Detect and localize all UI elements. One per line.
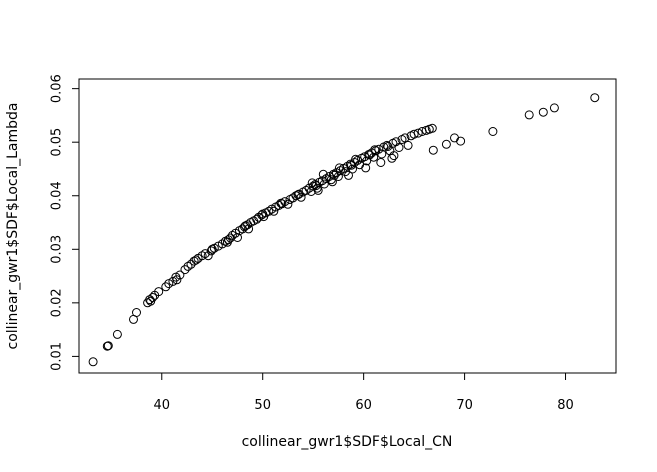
data-point-137 [387, 153, 397, 163]
data-point-2 [103, 341, 113, 351]
x-tick-label-1: 50 [254, 398, 271, 413]
data-point-126 [293, 190, 303, 200]
data-point-9 [148, 293, 158, 302]
data-point-26 [206, 246, 216, 256]
x-tick-label-0: 40 [153, 398, 170, 413]
data-point-88 [362, 156, 372, 166]
data-point-100 [394, 143, 404, 152]
y-axis: 0.01 0.02 0.03 0.04 0.05 0.06 [50, 74, 79, 371]
data-point-29 [217, 239, 227, 249]
y-tick-label-3: 0.04 [50, 181, 65, 210]
data-point-40 [244, 224, 254, 234]
data-point-3 [112, 329, 122, 339]
data-point-55 [283, 199, 293, 209]
x-axis: 40 50 60 70 80 [153, 373, 574, 413]
data-point-93 [374, 144, 384, 154]
data-point-53 [277, 199, 287, 209]
data-point-139 [376, 158, 386, 167]
data-point-102 [400, 133, 410, 143]
data-point-114 [456, 136, 466, 146]
data-point-81 [346, 159, 355, 169]
data-point-110 [427, 123, 437, 133]
data-point-142 [327, 177, 337, 187]
data-point-129 [347, 160, 356, 170]
data-point-131 [383, 142, 393, 151]
data-point-116 [524, 110, 534, 120]
data-point-16 [172, 275, 182, 285]
data-point-130 [365, 150, 375, 160]
x-tick-label-2: 60 [355, 398, 372, 413]
data-point-18 [180, 265, 190, 275]
data-point-118 [549, 103, 559, 113]
data-point-125 [276, 198, 286, 208]
data-point-123 [241, 221, 251, 231]
x-tick-label-4: 80 [557, 398, 574, 413]
y-tick-label-5: 0.06 [50, 74, 65, 103]
data-point-136 [370, 145, 380, 155]
data-point-35 [233, 233, 242, 242]
y-axis-label: collinear_gwr1$SDF$Local_Lambda [5, 103, 21, 350]
y-tick-label-1: 0.02 [50, 288, 65, 317]
data-point-112 [441, 139, 451, 149]
y-tick-label-0: 0.01 [50, 342, 65, 371]
data-point-105 [409, 129, 419, 139]
data-point-48 [264, 206, 274, 216]
data-point-19 [183, 261, 193, 271]
data-point-99 [391, 137, 401, 147]
data-point-135 [351, 154, 361, 164]
data-point-17 [175, 270, 185, 280]
data-point-113 [450, 133, 459, 143]
data-point-143 [313, 185, 323, 195]
data-point-82 [348, 164, 357, 174]
data-point-24 [200, 249, 210, 259]
data-point-128 [329, 170, 339, 180]
y-tick-label-2: 0.03 [50, 235, 65, 264]
data-point-106 [413, 128, 423, 138]
data-point-96 [382, 140, 392, 150]
data-point-90 [367, 148, 377, 158]
data-point-50 [269, 206, 279, 216]
data-point-25 [203, 251, 213, 261]
data-point-117 [538, 107, 548, 117]
data-point-23 [197, 251, 207, 261]
data-point-121 [207, 244, 217, 254]
data-point-134 [334, 163, 344, 173]
data-point-0 [88, 357, 98, 367]
data-point-60 [296, 192, 306, 202]
x-tick-label-3: 70 [456, 398, 473, 413]
y-tick-label-4: 0.05 [50, 128, 65, 157]
x-axis-label: collinear_gwr1$SDF$Local_CN [242, 434, 453, 450]
data-point-140 [361, 163, 371, 173]
data-point-76 [333, 172, 343, 181]
data-point-5 [132, 308, 141, 317]
data-point-38 [240, 222, 249, 232]
data-point-103 [403, 140, 413, 150]
data-point-111 [428, 145, 438, 155]
data-point-62 [301, 185, 311, 195]
data-point-124 [258, 209, 268, 219]
data-point-32 [225, 233, 235, 243]
plot-frame [78, 78, 617, 374]
data-point-119 [590, 93, 600, 103]
data-point-133 [318, 169, 328, 179]
data-point-94 [377, 149, 387, 159]
data-point-122 [223, 235, 233, 245]
data-point-115 [488, 127, 498, 136]
points-layer [88, 93, 600, 367]
data-point-12 [161, 282, 171, 292]
data-point-11 [154, 287, 164, 297]
data-point-141 [344, 170, 353, 180]
data-point-54 [280, 197, 290, 207]
data-point-138 [389, 151, 399, 161]
data-point-132 [307, 178, 317, 188]
data-point-120 [191, 255, 201, 265]
